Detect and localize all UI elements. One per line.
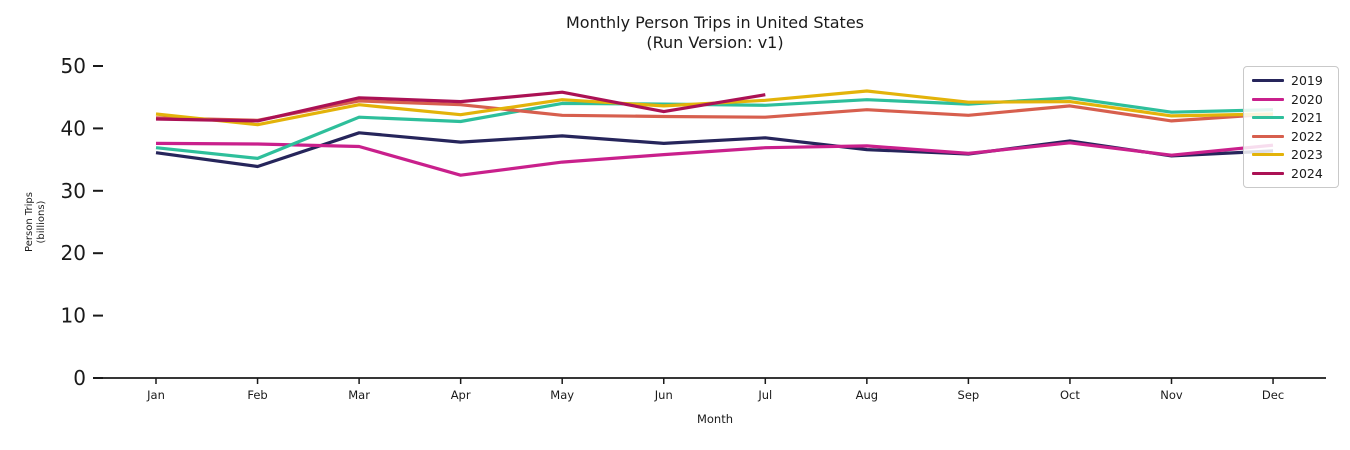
series-line-2022 (155, 99, 1274, 123)
x-tick-label-may: May (550, 388, 574, 402)
legend-item-2020: 2020 (1252, 91, 1331, 108)
legend-item-2022: 2022 (1252, 128, 1331, 145)
chart-subtitle: (Run Version: v1) (646, 33, 784, 52)
y-tick-label-20: 20 (61, 241, 86, 265)
x-tick-label-sep: Sep (958, 388, 980, 402)
x-tick-label-mar: Mar (348, 388, 370, 402)
legend-swatch-2021 (1252, 116, 1284, 120)
legend-label-2023: 2023 (1291, 147, 1323, 163)
x-tick-label-feb: Feb (247, 388, 267, 402)
x-axis-label: Month (696, 412, 734, 426)
chart-title: Monthly Person Trips in United States (R… (105, 13, 1325, 53)
chart-title-line1: Monthly Person Trips in United States (565, 13, 865, 32)
y-tick-label-50: 50 (61, 54, 86, 78)
series-line-2024 (155, 90, 766, 123)
x-tick-label-jul: Jul (757, 388, 772, 402)
legend-item-2023: 2023 (1252, 146, 1331, 163)
series-line-2020 (155, 141, 1274, 177)
y-tick-label-40: 40 (61, 116, 86, 140)
legend-swatch-2019 (1252, 78, 1284, 83)
y-tick-label-30: 30 (61, 179, 86, 203)
legend-label-2022: 2022 (1291, 128, 1323, 144)
x-tick-label-jan: Jan (146, 388, 165, 402)
y-axis-label: Person Trips (billions) (24, 192, 47, 252)
legend-item-2019: 2019 (1252, 72, 1331, 89)
legend-label-2021: 2021 (1291, 110, 1323, 126)
x-tick-label-aug: Aug (856, 388, 878, 402)
legend-label-2024: 2024 (1291, 165, 1323, 181)
x-tick-label-apr: Apr (451, 388, 471, 402)
legend-label-2020: 2020 (1291, 91, 1323, 107)
y-tick-label-10: 10 (61, 304, 86, 328)
x-tick-label-jun: Jun (654, 388, 673, 402)
legend-item-2021: 2021 (1252, 109, 1331, 126)
x-tick-label-oct: Oct (1060, 388, 1080, 402)
legend-swatch-2024 (1252, 171, 1284, 176)
legend-swatch-2022 (1252, 134, 1284, 138)
x-tick-label-nov: Nov (1160, 388, 1183, 402)
legend-swatch-2020 (1252, 97, 1284, 101)
legend-item-2024: 2024 (1252, 165, 1331, 182)
y-tick-label-0: 0 (73, 366, 86, 390)
legend-label-2019: 2019 (1291, 73, 1323, 88)
legend: 2019 2020 2021 2022 2023 2024 (1243, 66, 1339, 188)
x-tick-label-dec: Dec (1262, 388, 1284, 402)
legend-swatch-2023 (1252, 153, 1284, 157)
